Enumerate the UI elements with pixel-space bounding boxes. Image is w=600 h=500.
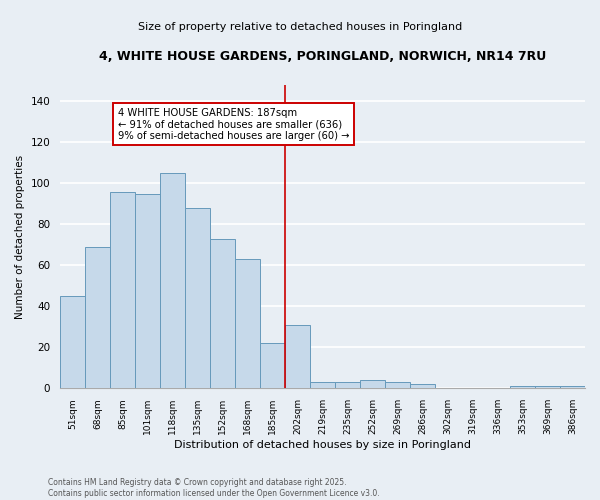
Bar <box>260 344 285 388</box>
Bar <box>410 384 435 388</box>
Bar <box>210 238 235 388</box>
X-axis label: Distribution of detached houses by size in Poringland: Distribution of detached houses by size … <box>174 440 471 450</box>
Text: Contains HM Land Registry data © Crown copyright and database right 2025.
Contai: Contains HM Land Registry data © Crown c… <box>48 478 380 498</box>
Bar <box>310 382 335 388</box>
Bar <box>235 259 260 388</box>
Bar <box>85 247 110 388</box>
Bar <box>135 194 160 388</box>
Bar <box>160 173 185 388</box>
Y-axis label: Number of detached properties: Number of detached properties <box>15 154 25 318</box>
Bar <box>535 386 560 388</box>
Bar <box>185 208 210 388</box>
Text: 4 WHITE HOUSE GARDENS: 187sqm
← 91% of detached houses are smaller (636)
9% of s: 4 WHITE HOUSE GARDENS: 187sqm ← 91% of d… <box>118 108 349 140</box>
Text: Size of property relative to detached houses in Poringland: Size of property relative to detached ho… <box>138 22 462 32</box>
Bar <box>385 382 410 388</box>
Bar <box>560 386 585 388</box>
Bar <box>285 325 310 388</box>
Bar <box>110 192 135 388</box>
Bar <box>335 382 360 388</box>
Bar <box>60 296 85 388</box>
Bar <box>510 386 535 388</box>
Bar <box>360 380 385 388</box>
Title: 4, WHITE HOUSE GARDENS, PORINGLAND, NORWICH, NR14 7RU: 4, WHITE HOUSE GARDENS, PORINGLAND, NORW… <box>99 50 546 63</box>
